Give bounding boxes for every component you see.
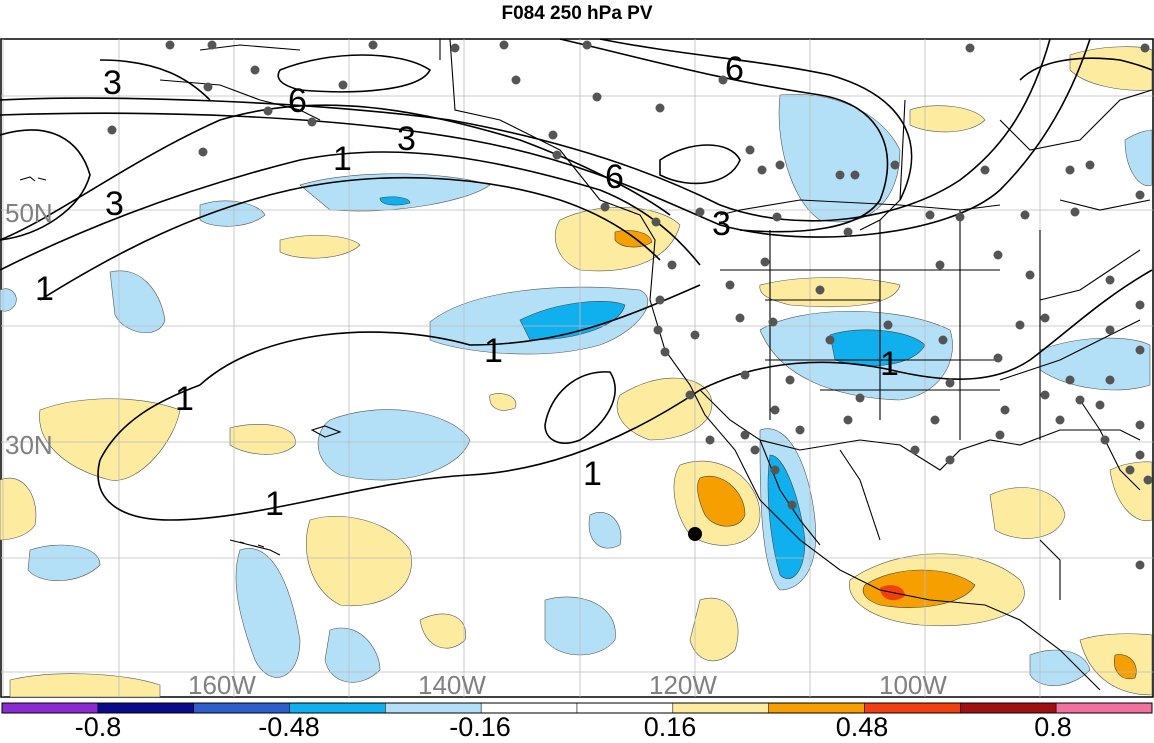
contour-label: 6 bbox=[288, 82, 307, 120]
colorbar-label: -0.16 bbox=[449, 712, 511, 742]
lon-label-120w: 120W bbox=[649, 670, 717, 698]
lat-label-30n: 30N bbox=[5, 430, 53, 460]
contour-label: 1 bbox=[484, 332, 503, 370]
colorbar-label: 0.16 bbox=[643, 712, 697, 742]
contour-label: 3 bbox=[712, 205, 731, 243]
contour-label: 6 bbox=[605, 158, 624, 196]
colorbar-label: -0.8 bbox=[74, 712, 122, 742]
lon-label-160w: 160W bbox=[188, 670, 256, 698]
graticule bbox=[1, 39, 1153, 697]
colorbar-label: -0.48 bbox=[258, 712, 320, 742]
contour-label: 3 bbox=[397, 120, 416, 158]
contour-label: 1 bbox=[333, 140, 352, 178]
contour-label: 1 bbox=[265, 485, 284, 523]
pv-contours bbox=[0, 38, 1153, 521]
station-dots bbox=[107, 40, 1153, 570]
lon-label-100w: 100W bbox=[879, 670, 947, 698]
lon-label-140w: 140W bbox=[418, 670, 486, 698]
marker-point bbox=[688, 527, 702, 541]
lat-label-50n: 50N bbox=[5, 198, 53, 228]
strong-negative-pv-shading bbox=[379, 196, 926, 579]
contour-label: 1 bbox=[35, 270, 54, 308]
contour-label: 6 bbox=[725, 50, 744, 88]
colorbar-label: 0.8 bbox=[1034, 712, 1072, 742]
pv-map: 50N 30N 160W 140W 120W 100W 3 6 3 1 3 1 … bbox=[0, 38, 1154, 698]
colorbar bbox=[1, 702, 1153, 714]
map-title: F084 250 hPa PV bbox=[501, 3, 653, 24]
contour-label: 3 bbox=[105, 185, 124, 223]
contour-label: 3 bbox=[103, 64, 122, 102]
contour-label: 1 bbox=[880, 345, 899, 383]
contour-label: 1 bbox=[175, 380, 194, 418]
contour-labels: 3 6 3 1 3 1 6 6 3 1 1 1 1 1 bbox=[35, 50, 899, 523]
colorbar-label: 0.48 bbox=[835, 712, 889, 742]
contour-label: 1 bbox=[583, 455, 602, 493]
